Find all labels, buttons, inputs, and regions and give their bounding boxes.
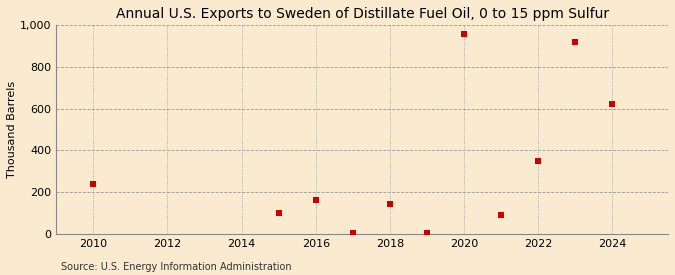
Point	[88, 182, 99, 186]
Text: Source: U.S. Energy Information Administration: Source: U.S. Energy Information Administ…	[61, 262, 292, 272]
Point	[273, 211, 284, 215]
Point	[348, 231, 358, 235]
Point	[459, 32, 470, 37]
Point	[385, 201, 396, 206]
Point	[495, 213, 506, 217]
Y-axis label: Thousand Barrels: Thousand Barrels	[7, 81, 17, 178]
Point	[533, 159, 543, 163]
Title: Annual U.S. Exports to Sweden of Distillate Fuel Oil, 0 to 15 ppm Sulfur: Annual U.S. Exports to Sweden of Distill…	[115, 7, 609, 21]
Point	[422, 231, 433, 235]
Point	[310, 198, 321, 203]
Point	[570, 39, 580, 44]
Point	[607, 102, 618, 106]
